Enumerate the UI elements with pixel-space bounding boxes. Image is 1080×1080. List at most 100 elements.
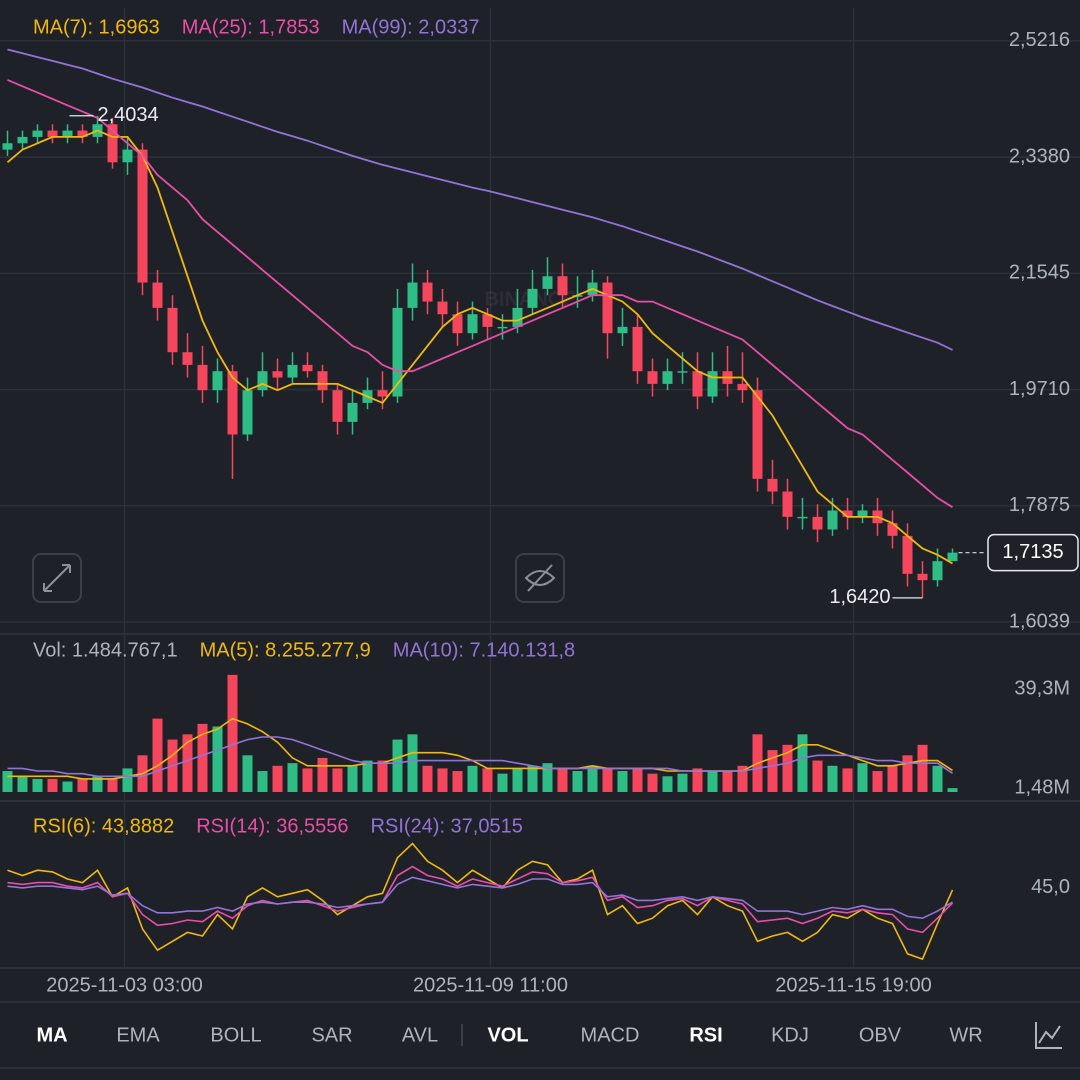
volume-bar <box>917 744 928 792</box>
candle-body <box>617 326 628 334</box>
candle-body <box>527 288 538 308</box>
candle-body <box>707 371 718 397</box>
y-tick-label: 2,1545 <box>1009 262 1070 284</box>
candle-body <box>407 282 418 308</box>
toolbar-tab[interactable]: VOL <box>487 1024 528 1046</box>
volume-bar <box>152 718 163 792</box>
volume-bar <box>527 765 538 792</box>
toolbar-tab[interactable]: BOLL <box>210 1024 261 1046</box>
candle-body <box>302 364 313 372</box>
button-frame <box>32 553 82 603</box>
candle-body <box>857 510 868 517</box>
volume-bar <box>602 768 613 792</box>
expand-icon <box>43 564 71 592</box>
volume-bar <box>857 763 868 792</box>
toolbar-tab[interactable]: KDJ <box>771 1024 809 1046</box>
y-tick-label: 2,3380 <box>1009 145 1070 167</box>
candle-body <box>182 352 193 365</box>
volume-bar <box>827 765 838 792</box>
last-price-label: 1,7135 <box>1002 541 1063 563</box>
last-price-box <box>987 533 1079 572</box>
volume-bar <box>17 776 28 792</box>
volume-bar <box>812 760 823 792</box>
volume-bar <box>497 773 508 792</box>
volume-bar <box>482 768 493 792</box>
candle-body <box>647 371 658 384</box>
candle-body <box>437 301 448 315</box>
chart-type-button[interactable] <box>1035 1022 1062 1049</box>
annotation-label: 2,4034 <box>98 104 159 126</box>
toolbar-tab[interactable]: MACD <box>581 1024 640 1046</box>
hide-button[interactable] <box>515 553 565 603</box>
candle-body <box>842 510 853 517</box>
volume-bar <box>122 768 133 792</box>
toolbar-tab[interactable]: SAR <box>311 1024 352 1046</box>
candle-body <box>212 371 223 391</box>
volume-bar <box>422 765 433 792</box>
candle-body <box>392 307 403 397</box>
candle-body <box>542 276 553 289</box>
expand-button[interactable] <box>32 553 82 603</box>
volume-bar <box>737 765 748 792</box>
candle-body <box>752 390 763 479</box>
candle-body <box>227 371 238 435</box>
volume-bar <box>32 778 43 792</box>
volume-bar <box>902 755 913 792</box>
volume-bar <box>2 771 13 792</box>
legend-entry: MA(99): 2,0337 <box>342 16 480 38</box>
indicator-line <box>7 876 953 920</box>
volume-bar <box>182 734 193 792</box>
volume-bar <box>107 778 118 792</box>
volume-bar <box>467 765 478 792</box>
x-tick-label: 2025-11-15 19:00 <box>775 974 931 996</box>
candle-body <box>77 130 88 137</box>
candle-body <box>767 478 778 492</box>
y-tick-label: 45,0 <box>1031 876 1070 898</box>
toolbar-tab[interactable]: OBV <box>859 1024 902 1046</box>
indicator-line <box>7 79 953 508</box>
toolbar-tab[interactable]: RSI <box>689 1024 722 1046</box>
indicator-line <box>7 48 953 351</box>
indicator-line <box>7 717 953 780</box>
candle-body <box>2 143 13 150</box>
annotation-label: 1,6420 <box>829 586 890 608</box>
candle-body <box>902 535 913 574</box>
volume-bar <box>887 765 898 792</box>
volume-bar <box>932 765 943 792</box>
candle-body <box>782 491 793 517</box>
candle-body <box>497 326 508 329</box>
toolbar-tab[interactable]: AVL <box>402 1024 438 1046</box>
indicator-line <box>7 842 954 961</box>
legend-entry: MA(25): 1,7853 <box>182 16 320 38</box>
volume-bar <box>272 765 283 792</box>
volume-bar <box>197 723 208 792</box>
volume-bar <box>947 788 958 792</box>
y-tick-label: 1,7875 <box>1009 494 1070 516</box>
volume-bar <box>62 781 73 792</box>
candle-body <box>17 136 28 144</box>
legend-entry: MA(7): 1,6963 <box>33 16 160 38</box>
volume-bar <box>92 776 103 792</box>
eye-off-icon <box>524 564 556 592</box>
toolbar-tab[interactable]: EMA <box>116 1024 160 1046</box>
indicator-line <box>6 129 953 565</box>
volume-bar <box>377 760 388 792</box>
candle-body <box>452 314 463 334</box>
indicator-line <box>7 736 953 778</box>
candle-body <box>137 149 148 283</box>
legend-entry: Vol: 1.484.767,1 <box>33 639 178 661</box>
volume-bar <box>317 757 328 792</box>
candle-body <box>677 371 688 373</box>
toolbar-tab[interactable]: WR <box>949 1024 982 1046</box>
toolbar-tab[interactable]: MA <box>36 1024 67 1046</box>
volume-bar <box>677 773 688 792</box>
volume-bar <box>242 755 253 792</box>
candle-body <box>272 371 283 378</box>
legend-entry: RSI(6): 43,8882 <box>33 815 174 837</box>
candle-body <box>827 510 838 530</box>
candle-body <box>917 573 928 581</box>
candle-body <box>467 314 478 334</box>
volume-bar <box>707 771 718 792</box>
